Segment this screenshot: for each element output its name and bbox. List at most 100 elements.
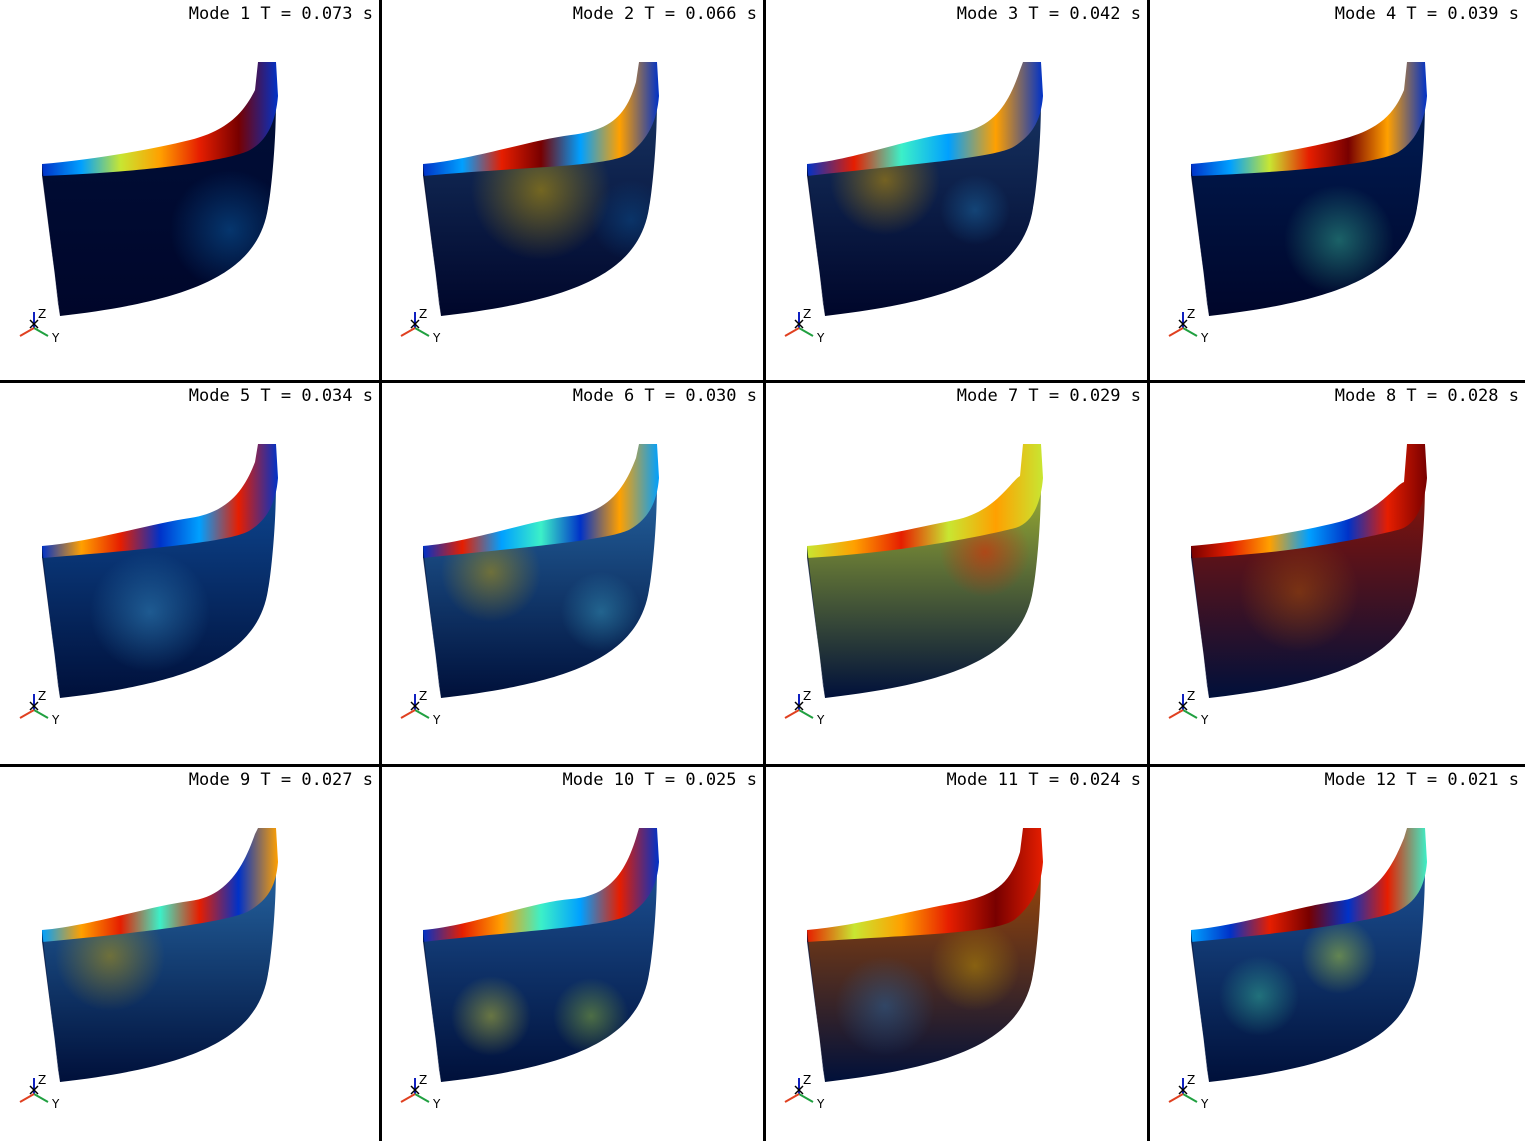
y-axis-arrow — [33, 327, 49, 337]
y-axis-arrow — [33, 1093, 49, 1103]
x-axis-arrow — [1168, 709, 1184, 719]
axis-triad: ZY — [19, 307, 60, 345]
y-axis-label: Y — [816, 1097, 825, 1111]
shell-top-edge — [42, 828, 278, 942]
y-axis-label: Y — [1200, 1097, 1209, 1111]
shell-top-edge — [423, 444, 659, 558]
shell-top-edge — [1191, 828, 1427, 942]
mode-shape-render — [807, 828, 1043, 1082]
z-axis-label: Z — [803, 307, 811, 321]
shell-top-edge — [423, 62, 659, 176]
grid-divider-vertical — [763, 0, 766, 1141]
z-axis-label: Z — [803, 1073, 811, 1087]
mode-title: Mode 6 T = 0.030 s — [572, 386, 757, 406]
shell-face — [423, 832, 657, 1082]
mode-title: Mode 10 T = 0.025 s — [562, 770, 757, 790]
axis-triad: ZY — [1168, 689, 1209, 727]
axis-triad: ZY — [400, 689, 441, 727]
mode-title: Mode 3 T = 0.042 s — [956, 4, 1141, 24]
axis-triad: ZY — [784, 689, 825, 727]
heat-spot — [170, 170, 276, 290]
x-axis-arrow — [400, 327, 416, 337]
y-axis-arrow — [798, 327, 814, 337]
x-axis-arrow — [784, 709, 800, 719]
axis-triad: ZY — [1168, 307, 1209, 345]
y-axis-arrow — [33, 709, 49, 719]
heat-spot — [553, 978, 629, 1054]
x-axis-arrow — [400, 709, 416, 719]
shell-top-edge — [1191, 444, 1427, 558]
shell-top-edge — [42, 444, 278, 558]
mode-title: Mode 11 T = 0.024 s — [946, 770, 1141, 790]
shell-top-edge — [42, 62, 278, 176]
axis-triad: ZY — [400, 1073, 441, 1111]
z-axis-label: Z — [38, 307, 46, 321]
heat-spot — [1301, 918, 1377, 994]
mode-shape-render — [1191, 444, 1427, 698]
z-axis-label: Z — [38, 689, 46, 703]
heat-spot — [90, 552, 210, 672]
mode-title: Mode 2 T = 0.066 s — [572, 4, 757, 24]
y-axis-arrow — [414, 1093, 430, 1103]
shell-face — [807, 448, 1041, 698]
y-axis-arrow — [798, 709, 814, 719]
mode-shape-render — [423, 828, 659, 1082]
shell-top-edge — [807, 828, 1043, 942]
y-axis-label: Y — [432, 713, 441, 727]
x-axis-arrow — [1168, 1093, 1184, 1103]
z-axis-label: Z — [803, 689, 811, 703]
y-axis-arrow — [414, 709, 430, 719]
mode-title: Mode 5 T = 0.034 s — [188, 386, 373, 406]
z-axis-label: Z — [1187, 307, 1195, 321]
heat-spot — [1239, 532, 1359, 652]
heat-spot — [591, 180, 657, 260]
x-axis-arrow — [784, 327, 800, 337]
axis-triad: ZY — [1168, 1073, 1209, 1111]
mode-title: Mode 4 T = 0.039 s — [1334, 4, 1519, 24]
y-axis-label: Y — [432, 331, 441, 345]
y-axis-label: Y — [51, 1097, 60, 1111]
heat-spot — [561, 572, 641, 652]
y-axis-arrow — [414, 327, 430, 337]
mode-shape-render — [423, 444, 659, 698]
y-axis-arrow — [798, 1093, 814, 1103]
heat-spot — [930, 921, 1020, 1011]
mode-title: Mode 12 T = 0.021 s — [1324, 770, 1519, 790]
mode-shape-render — [42, 444, 278, 698]
axis-triad: ZY — [19, 689, 60, 727]
x-axis-arrow — [19, 1093, 35, 1103]
mode-shape-render — [1191, 62, 1427, 316]
shell-top-edge — [1191, 62, 1427, 176]
axis-triad: ZY — [19, 1073, 60, 1111]
z-axis-label: Z — [1187, 1073, 1195, 1087]
mode-title: Mode 7 T = 0.029 s — [956, 386, 1141, 406]
y-axis-label: Y — [816, 713, 825, 727]
mode-shape-render — [423, 62, 659, 316]
grid-divider-vertical — [379, 0, 382, 1141]
y-axis-arrow — [1182, 709, 1198, 719]
z-axis-label: Z — [1187, 689, 1195, 703]
y-axis-arrow — [1182, 327, 1198, 337]
shell-top-edge — [807, 444, 1043, 558]
mode-title: Mode 1 T = 0.073 s — [188, 4, 373, 24]
axis-triad: ZY — [784, 307, 825, 345]
z-axis-label: Z — [419, 307, 427, 321]
x-axis-arrow — [19, 327, 35, 337]
z-axis-label: Z — [419, 689, 427, 703]
heat-spot — [451, 976, 531, 1056]
z-axis-label: Z — [38, 1073, 46, 1087]
x-axis-arrow — [19, 709, 35, 719]
grid-divider-horizontal — [0, 380, 1525, 383]
grid-divider-horizontal — [0, 764, 1525, 767]
